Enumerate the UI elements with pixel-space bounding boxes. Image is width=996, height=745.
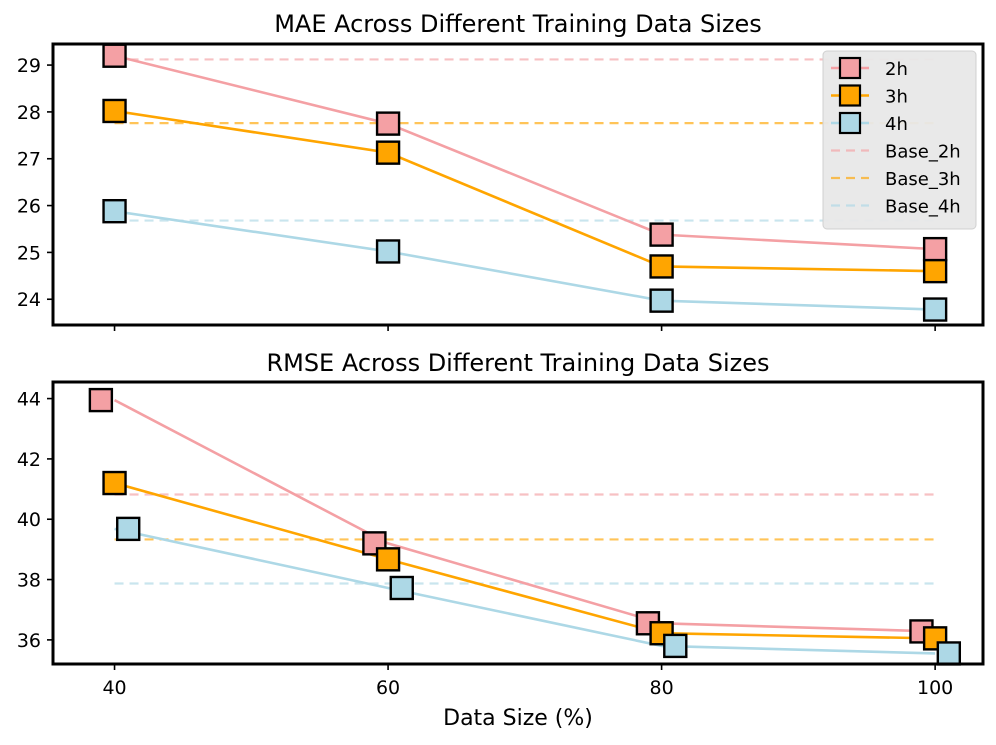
x-tick-label-60: 60 xyxy=(376,677,400,699)
x-tick-label-40: 40 xyxy=(102,677,126,699)
rmse-marker-4h-40 xyxy=(116,516,141,542)
legend-label-base-2h: Base_2h xyxy=(885,142,961,163)
rmse-y-tick-label-38: 38 xyxy=(17,570,41,592)
mae-y-tick-label-24: 24 xyxy=(17,289,41,311)
legend-label-2h: 2h xyxy=(885,59,908,80)
rmse-series-line-2h xyxy=(113,398,936,633)
mae-series-line-4h xyxy=(114,209,936,311)
mae-marker-4h-80 xyxy=(649,288,674,313)
rmse-plot-frame xyxy=(51,380,985,666)
mae-marker-3h-80 xyxy=(649,254,674,279)
mae-y-tick-label-28: 28 xyxy=(17,102,41,124)
mae-plot-frame xyxy=(51,42,985,327)
x-tick-label-100: 100 xyxy=(917,677,953,699)
rmse-marker-3h-40 xyxy=(102,470,127,496)
mae-y-tick-label-27: 27 xyxy=(17,149,41,171)
rmse-marker-2h-40 xyxy=(88,387,114,413)
x-axis-label: Data Size (%) xyxy=(443,706,593,731)
legend-label-4h: 4h xyxy=(885,114,908,135)
mae-series-line-2h xyxy=(114,54,936,251)
rmse-marker-4h-100 xyxy=(936,641,962,666)
x-tick-label-80: 80 xyxy=(650,677,674,699)
legend-label-3h: 3h xyxy=(885,87,908,108)
legend-marker-3h xyxy=(838,84,862,107)
legend-label-base-4h: Base_4h xyxy=(885,197,961,218)
legend-marker-4h xyxy=(838,111,862,135)
mae-y-tick-label-25: 25 xyxy=(17,242,41,264)
rmse-chart-title: RMSE Across Different Training Data Size… xyxy=(266,349,769,377)
mae-marker-2h-80 xyxy=(649,222,674,247)
mae-marker-2h-40 xyxy=(102,43,127,68)
mae-y-tick-label-29: 29 xyxy=(17,55,41,77)
rmse-series-line-3h xyxy=(114,481,936,640)
mae-marker-3h-40 xyxy=(102,98,127,124)
rmse-marker-3h-60 xyxy=(375,547,401,572)
legend-marker-2h xyxy=(838,56,862,80)
rmse-marker-4h-80 xyxy=(663,633,688,659)
mae-y-tick-label-26: 26 xyxy=(17,196,41,218)
rmse-y-tick-label-36: 36 xyxy=(17,630,41,652)
rmse-y-tick-label-40: 40 xyxy=(17,509,41,531)
mae-marker-3h-60 xyxy=(375,140,401,165)
mae-marker-4h-100 xyxy=(922,297,948,322)
mae-marker-4h-40 xyxy=(102,198,127,224)
legend-label-base-3h: Base_3h xyxy=(885,169,961,190)
mae-marker-3h-100 xyxy=(922,258,948,284)
mae-series-line-3h xyxy=(114,109,936,273)
mae-chart-title: MAE Across Different Training Data Sizes xyxy=(274,10,762,38)
rmse-series-line-4h xyxy=(114,527,936,655)
mae-marker-2h-60 xyxy=(375,111,401,136)
mae-marker-4h-60 xyxy=(375,239,401,264)
mae-marker-2h-100 xyxy=(922,236,948,262)
rmse-y-tick-label-44: 44 xyxy=(17,389,41,411)
rmse-y-tick-label-42: 42 xyxy=(17,449,41,471)
rmse-marker-4h-60 xyxy=(389,575,414,601)
